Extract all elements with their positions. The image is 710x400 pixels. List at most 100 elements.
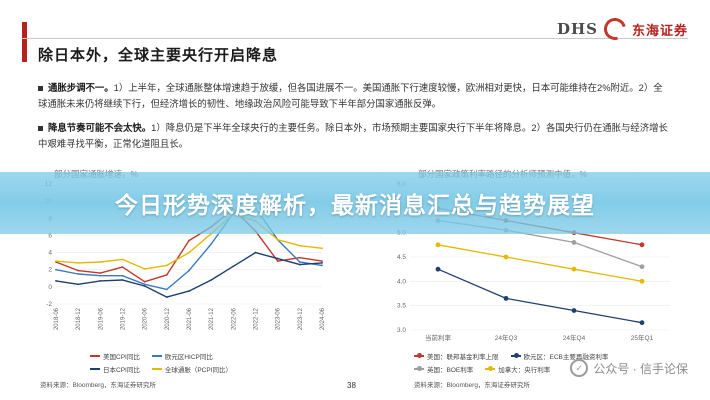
slide-title: 除日本外，全球主要央行开启降息	[38, 46, 279, 64]
series-point	[435, 266, 441, 272]
page-number: 38	[347, 381, 356, 390]
series-point	[298, 263, 301, 266]
wechat-icon: ✓	[570, 359, 589, 377]
y-tick-label: 4	[48, 250, 52, 257]
x-tick-label: 2018-12	[76, 307, 82, 330]
series-point	[503, 295, 509, 301]
series-point	[276, 257, 279, 260]
series-point	[77, 273, 80, 275]
x-tick-label: 2024-06	[320, 307, 326, 330]
series-point	[143, 285, 146, 287]
series-point	[121, 279, 124, 281]
series-point	[232, 265, 235, 268]
logo-dhs-text: DHS	[556, 20, 598, 38]
series-point	[188, 290, 190, 293]
logo-cn-text: 东海证券	[631, 23, 688, 39]
series-point	[276, 238, 279, 241]
bullet-item-inflation: 通胀步调不一。1）上半年，全球通胀整体增速趋于放缓，但各国进展不一。美国通胀下行…	[38, 80, 668, 112]
legend-label: 日本CPI同比	[103, 367, 140, 374]
series-point	[143, 280, 146, 283]
x-tick-label: 24年Q4	[563, 333, 586, 342]
x-tick-label: 2019-12	[121, 307, 127, 330]
series-point	[321, 261, 323, 264]
headline-overlay-band	[0, 172, 710, 234]
y-tick-label: -2	[46, 301, 52, 308]
series-point	[321, 247, 323, 250]
series-point	[321, 264, 323, 267]
x-tick-label: 当前利率	[425, 333, 452, 342]
series-point	[99, 272, 102, 275]
series-point	[55, 279, 57, 282]
header-divider	[22, 38, 688, 39]
legend-label: 加拿大：央行利率	[498, 367, 551, 374]
series-point	[77, 261, 80, 264]
right-source-note: 资料来源：Bloomberg，东海证券研究所	[414, 382, 530, 389]
watermark: ✓ 公众号 · 信手论保	[570, 359, 688, 377]
bullet-head: 降息节奏可能不会太快。	[48, 122, 152, 133]
logo-mark-icon	[599, 13, 631, 45]
bullet-head: 通胀步调不一。	[48, 82, 114, 93]
legend-label: 英国：BOE利率	[427, 367, 474, 374]
legend-item: 全球通胀（PCPI同比）	[151, 364, 232, 374]
series-point	[639, 242, 645, 248]
series-point	[321, 260, 323, 263]
header-accent-bar	[22, 22, 27, 62]
series-point	[77, 283, 80, 286]
x-tick-label: 25年Q1	[631, 333, 654, 342]
series-point	[639, 320, 645, 326]
x-tick-label: 2018-06	[54, 307, 60, 330]
series-point	[571, 240, 577, 245]
legend-item: 欧元区HICP同比	[151, 351, 213, 361]
series-point	[121, 274, 124, 277]
bullet-body: 1）降息仍是下半年全球央行的主要任务。除日本外，市场预期主要国家央行下半年将降息…	[38, 122, 668, 149]
legend-label: 美国CPI同比	[103, 354, 140, 361]
x-tick-label: 2023-12	[298, 307, 304, 330]
y-tick-label: 4.5	[397, 254, 406, 261]
x-tick-label: 2021-12	[209, 307, 215, 330]
bullet-square-icon	[38, 126, 43, 132]
inflation-line-chart: -20246810122018-062018-122019-062019-122…	[45, 181, 326, 330]
x-tick-label: 2022-06	[231, 307, 237, 330]
series-point	[188, 239, 190, 242]
series-point	[210, 279, 213, 281]
series-point	[571, 308, 577, 313]
series-point	[99, 274, 102, 277]
right-chart-legend: 美国：联邦基金利率上限 欧元区：ECB主要再融资利率 英国：BOE利率 加拿大：…	[414, 351, 654, 377]
bullet-square-icon	[38, 86, 43, 92]
series-point	[55, 268, 57, 271]
legend-item: 加拿大：央行利率	[485, 364, 550, 374]
bullet-list: 通胀步调不一。1）上半年，全球通胀整体增速趋于放缓，但各国进展不一。美国通胀下行…	[38, 80, 668, 160]
series-point	[99, 261, 102, 263]
x-tick-label: 2023-06	[276, 307, 282, 330]
y-tick-label: 0	[48, 284, 52, 291]
series-line	[437, 268, 643, 324]
x-tick-label: 2020-06	[143, 307, 149, 330]
legend-label: 欧元区：ECB主要再融资利率	[523, 354, 609, 361]
series-point	[143, 267, 146, 270]
bullet-item-rate-cuts: 降息节奏可能不会太快。1）降息仍是下半年全球央行的主要任务。除日本外，市场预期主…	[38, 120, 668, 152]
series-point	[298, 261, 301, 263]
series-point	[503, 254, 509, 260]
series-point	[639, 264, 645, 270]
series-point	[276, 260, 279, 263]
y-tick-label: 4.0	[397, 278, 406, 285]
series-point	[99, 279, 102, 282]
series-point	[254, 251, 257, 254]
series-point	[121, 258, 124, 261]
series-point	[77, 269, 80, 272]
left-source-note: 资料来源：Bloomberg，东海证券研究所	[40, 382, 156, 389]
brand-logo: DHS 东海证券	[556, 13, 688, 45]
x-tick-label: 24年Q3	[495, 333, 518, 342]
y-tick-label: 6	[48, 232, 52, 239]
series-point	[55, 260, 57, 263]
series-point	[639, 278, 645, 284]
x-tick-label: 2022-12	[254, 307, 260, 330]
series-point	[165, 296, 168, 299]
legend-item: 日本CPI同比	[90, 364, 140, 374]
legend-item: 美国CPI同比	[90, 351, 140, 361]
left-chart-legend: 美国CPI同比 欧元区HICP同比 日本CPI同比 全球通胀（PCPI同比）	[90, 351, 330, 377]
x-tick-label: 2020-12	[165, 307, 171, 330]
series-point	[165, 273, 168, 276]
headline-overlay-text: 今日形势深度解析，最新消息汇总与趋势展望	[115, 193, 595, 219]
y-tick-label: 3.0	[397, 327, 406, 334]
